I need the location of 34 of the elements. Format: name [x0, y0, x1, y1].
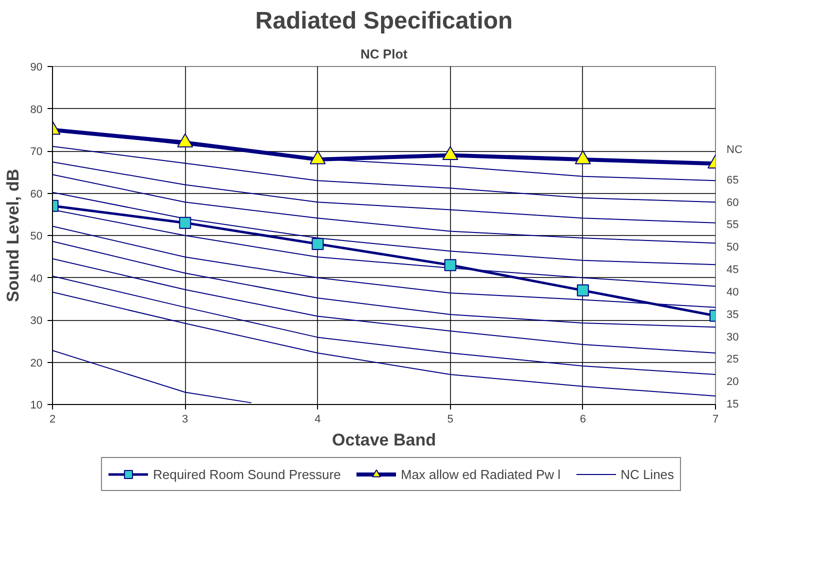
x-tick-label: 4 [314, 414, 321, 426]
y-axis-title: Sound Level, dB [3, 168, 22, 302]
legend-label: NC Lines [620, 466, 674, 482]
chart-subtitle: NC Plot [360, 46, 408, 62]
y2-tick-label: 55 [726, 219, 739, 232]
x-axis-title: Octave Band [332, 430, 436, 450]
y2-tick-label: 25 [726, 354, 739, 366]
chart-title: Radiated Specification [255, 8, 513, 34]
y-tick-label: 10 [30, 400, 43, 412]
y2-tick-label: 15 [726, 398, 739, 410]
legend-label: Required Room Sound Pressure [152, 466, 341, 482]
y-tick-label: 70 [30, 146, 43, 158]
y2-tick-label: 45 [726, 264, 739, 276]
x-tick-label: 3 [182, 414, 188, 426]
x-tick-label: 2 [49, 414, 56, 426]
y-tick-label: 90 [30, 62, 43, 74]
y2-tick-label: 60 [726, 196, 739, 209]
x-tick-label: 6 [580, 414, 586, 426]
y2-tick-label: 50 [726, 242, 739, 254]
legend-label: Max allow ed Radiated Pw l [400, 466, 561, 482]
y2-tick-label: 35 [726, 308, 739, 321]
y2-tick-label: 20 [726, 376, 739, 388]
y2-axis-title: NC [726, 144, 742, 156]
x-tick-label: 7 [712, 414, 719, 426]
y2-tick-label: 65 [726, 174, 739, 186]
y-tick-label: 20 [30, 357, 43, 370]
y-tick-label: 40 [30, 272, 43, 285]
y-tick-label: 50 [30, 230, 43, 242]
y-tick-label: 80 [30, 104, 43, 116]
x-tick-label: 5 [447, 414, 454, 426]
y2-tick-label: 40 [726, 286, 739, 298]
y-tick-label: 30 [30, 315, 43, 327]
y-tick-label: 60 [30, 188, 43, 200]
y2-tick-label: 30 [726, 331, 739, 344]
